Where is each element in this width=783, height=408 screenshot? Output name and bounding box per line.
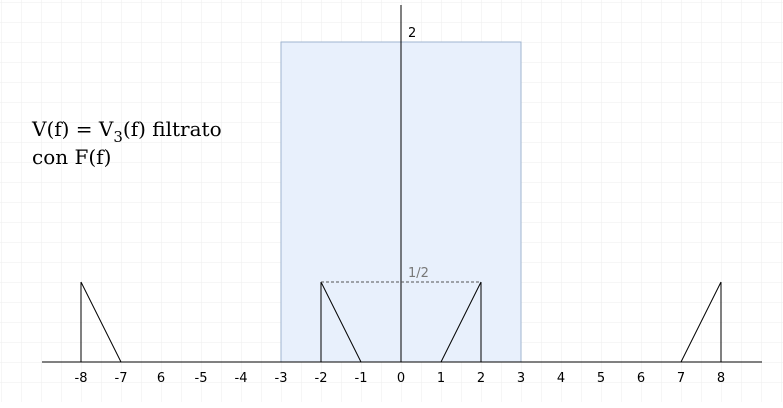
tick-label: 2 xyxy=(477,371,485,386)
left-triangle xyxy=(80,281,122,363)
right-triangle xyxy=(680,281,722,363)
tick-labels: -8 -7 6 -5 -4 -3 -2 -1 0 1 2 3 4 5 6 7 8 xyxy=(75,371,726,386)
tick-label: -7 xyxy=(115,371,128,386)
tick-label: -8 xyxy=(75,371,88,386)
tick-label: -4 xyxy=(235,371,248,386)
tick-label: 8 xyxy=(717,371,725,386)
tick-label: 7 xyxy=(677,371,685,386)
caption-part: V(f) = V xyxy=(31,117,114,141)
tick-label: 1 xyxy=(437,371,445,386)
spectra xyxy=(80,281,722,363)
tick-label: -2 xyxy=(315,371,328,386)
tick-label: -3 xyxy=(275,371,288,386)
half-label: 1/2 xyxy=(408,266,429,281)
tick-label: 6 xyxy=(637,371,645,386)
tick-label: 5 xyxy=(597,371,605,386)
tick-label: 4 xyxy=(557,371,565,386)
caption-sub: 3 xyxy=(113,128,123,146)
caption-line2: con F(f) xyxy=(32,145,111,169)
caption-part: (f) filtrato xyxy=(123,117,222,141)
tick-label: 0 xyxy=(397,371,405,386)
tick-label: 3 xyxy=(517,371,525,386)
tick-label: -5 xyxy=(195,371,208,386)
caption-line1: V(f) = V3(f) filtrato xyxy=(31,117,222,146)
center-left-triangle xyxy=(320,281,362,363)
tick-label: -1 xyxy=(355,371,368,386)
tick-label: 6 xyxy=(157,371,165,386)
peak-label: 2 xyxy=(408,26,416,41)
center-right-triangle xyxy=(440,281,482,363)
